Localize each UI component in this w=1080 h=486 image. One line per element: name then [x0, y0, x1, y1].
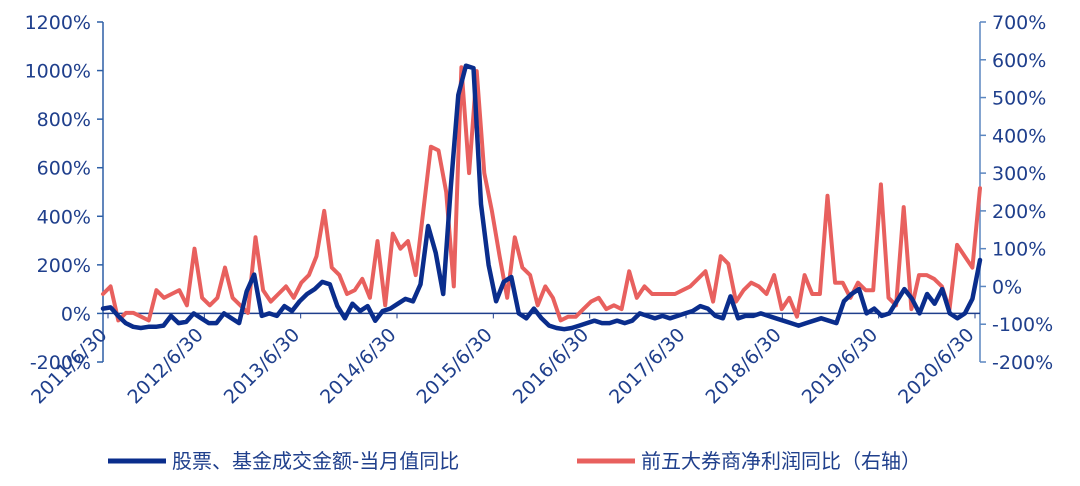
x-tick-label: 2018/6/30 — [701, 324, 785, 408]
x-tick-label: 2012/6/30 — [123, 324, 207, 408]
x-tick-label: 2014/6/30 — [316, 324, 400, 408]
right-tick-label: -100% — [992, 314, 1053, 336]
x-tick-label: 2013/6/30 — [220, 324, 304, 408]
left-tick-label: 1000% — [25, 61, 91, 83]
left-tick-label: 200% — [37, 255, 91, 277]
right-tick-label: 200% — [992, 201, 1046, 223]
left-tick-label: 600% — [37, 158, 91, 180]
right-tick-label: -200% — [992, 352, 1053, 374]
right-tick-label: 700% — [992, 12, 1046, 34]
x-tick-label: 2016/6/30 — [509, 324, 593, 408]
legend-label-1: 前五大券商净利润同比（右轴） — [641, 449, 921, 473]
left-tick-label: -200% — [30, 352, 91, 374]
right-tick-label: 600% — [992, 50, 1046, 72]
left-tick-label: 800% — [37, 109, 91, 131]
x-tick-label: 2019/6/30 — [798, 324, 882, 408]
x-tick-label: 2020/6/30 — [894, 324, 978, 408]
right-tick-label: 0% — [992, 276, 1022, 298]
series-layer — [100, 63, 983, 332]
left-tick-label: 400% — [37, 206, 91, 228]
right-tick-label: 300% — [992, 163, 1046, 185]
series-line-1 — [101, 65, 982, 323]
left-tick-label: 0% — [61, 303, 91, 325]
series-line-0 — [100, 63, 983, 332]
right-tick-label: 400% — [992, 125, 1046, 147]
x-axis: 2011/6/30 2012/6/30 2013/6/30 2014/6/30 2015… — [27, 312, 980, 408]
legend: 股票、基金成交金额-当月值同比 前五大券商净利润同比（右轴） — [108, 449, 921, 473]
left-y-axis: -200% 0% 200% 400% 600% 800% 1000% 1200% — [25, 12, 104, 374]
legend-label-0: 股票、基金成交金额-当月值同比 — [172, 449, 459, 473]
right-tick-label: 100% — [992, 239, 1046, 261]
x-tick-label: 2015/6/30 — [412, 324, 496, 408]
x-tick-label: 2017/6/30 — [605, 324, 689, 408]
left-tick-label: 1200% — [25, 12, 91, 34]
right-tick-label: 500% — [992, 88, 1046, 110]
right-y-axis: -200% -100% 0% 100% 200% 300% 400% 500% 600% 700% — [979, 12, 1053, 374]
